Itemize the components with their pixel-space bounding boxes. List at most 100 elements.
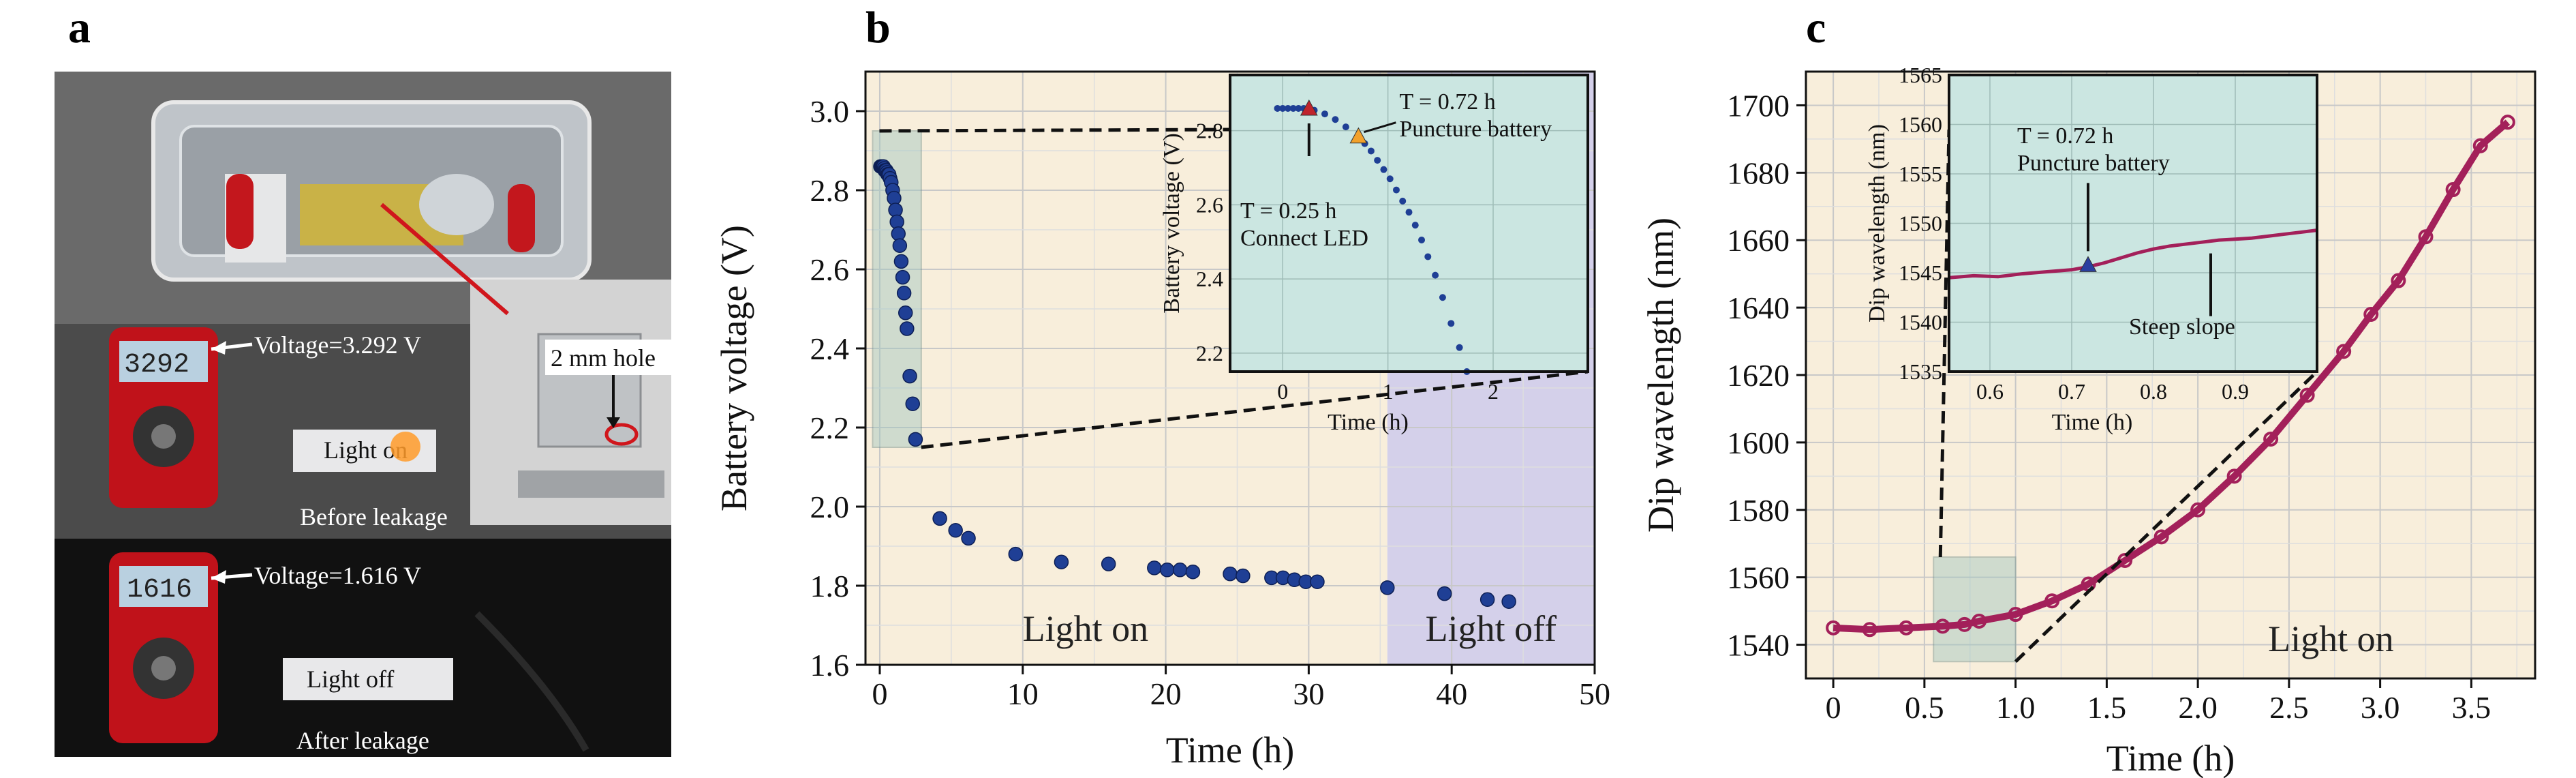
y-tick-label: 2.0 (810, 490, 850, 524)
x-tick-label: 20 (1150, 676, 1182, 711)
inset-data-point (1392, 186, 1400, 194)
data-point (892, 238, 908, 253)
data-point (948, 523, 963, 538)
inset-data-point (1295, 104, 1302, 112)
y-tick-label: 1.6 (810, 648, 850, 683)
x-tick-label: 3.5 (2452, 690, 2491, 725)
data-point (1101, 556, 1116, 571)
data-point (1054, 554, 1069, 569)
data-point (1008, 546, 1024, 562)
inset-data-point (1274, 104, 1281, 112)
inset-y-tick-label: 1535 (1899, 359, 1942, 384)
data-point (2226, 468, 2242, 484)
x-tick-label: 30 (1293, 676, 1324, 711)
inset-y-axis-label: Battery voltage (V) (1159, 133, 1184, 313)
x-axis-label: Time (h) (1166, 730, 1295, 770)
inset-y-tick-label: 2.6 (1196, 192, 1223, 217)
inset-data-point (1399, 197, 1407, 205)
x-tick-label: 10 (1007, 676, 1039, 711)
data-point (1479, 592, 1495, 608)
x-tick-label: 40 (1436, 676, 1467, 711)
y-axis-label: Dip wavelength (nm) (1640, 218, 1681, 533)
zoom-connector (921, 370, 1589, 449)
inset-data-point (1439, 294, 1446, 301)
annotation-label: T = 0.25 h (1240, 198, 1336, 224)
inset-frame (1948, 74, 2318, 373)
data-point (1501, 594, 1516, 609)
panel-label-a: a (68, 3, 91, 53)
y-tick-label: 2.2 (810, 410, 850, 445)
annotation-label: T = 0.72 h (2017, 123, 2113, 149)
y-tick-label: 1680 (1727, 155, 1790, 190)
inset-data-point (1279, 104, 1287, 112)
x-tick-label: 1.0 (1996, 690, 2036, 725)
data-point (2500, 115, 2515, 130)
event-marker (2079, 256, 2097, 272)
data-point (1185, 564, 1201, 580)
data-point (1147, 560, 1162, 575)
zoom-connector (1938, 129, 1951, 558)
inset-series-line (1948, 228, 2318, 280)
y-tick-label: 1700 (1727, 88, 1790, 123)
region-label: Light on (2268, 618, 2394, 659)
inset-x-tick-label: 1 (1383, 379, 1394, 404)
y-tick-label: 2.6 (810, 252, 850, 287)
inset-x-tick-label: 0.6 (1976, 379, 2004, 404)
annotation-sublabel: Connect LED (1240, 226, 1368, 251)
inset-frame (1229, 74, 1589, 373)
caption-top: Before leakage (300, 503, 448, 530)
inset-y-tick-label: 1550 (1899, 211, 1942, 236)
voltage-label-top: Voltage=3.292 V (254, 331, 421, 359)
inset-y-tick-label: 1555 (1899, 162, 1942, 186)
inset-data-point (1432, 271, 1439, 279)
inset-data-point (1418, 236, 1426, 243)
panel-label-c: c (1806, 3, 1826, 53)
data-point (1159, 563, 1175, 578)
data-point (896, 286, 912, 301)
inset-x-tick-label: 0.7 (2058, 379, 2085, 404)
y-tick-label: 1.8 (810, 569, 850, 603)
series-line (1833, 119, 2511, 633)
y-tick-label: 2.4 (810, 331, 850, 366)
x-tick-label: 2.5 (2269, 690, 2309, 725)
y-tick-label: 1580 (1727, 493, 1790, 528)
inset-data-point (1321, 110, 1328, 118)
data-point (961, 530, 976, 546)
data-point (900, 321, 915, 336)
x-tick-label: 2.0 (2178, 690, 2218, 725)
inset-y-tick-label: 2.4 (1196, 267, 1223, 291)
inset-data-point (1405, 209, 1413, 216)
y-tick-label: 1560 (1727, 560, 1790, 595)
inset-data-point (1456, 344, 1463, 351)
inset-data-point (1332, 116, 1339, 123)
inset-data-point (1424, 253, 1432, 260)
led-label-bottom: Light off (307, 665, 394, 693)
y-tick-label: 3.0 (810, 94, 850, 129)
region-label: Light on (1023, 608, 1149, 649)
inset-data-point (1284, 104, 1291, 112)
annotation-arrow (1363, 121, 1396, 134)
x-tick-label: 0 (872, 676, 887, 711)
data-point (1437, 586, 1452, 601)
y-axis-label: Battery voltage (V) (714, 225, 754, 511)
inset-background (1230, 75, 1588, 372)
plot-frame (864, 70, 1596, 666)
data-point (932, 511, 947, 526)
inset-y-tick-label: 2.2 (1196, 341, 1223, 365)
inset-data-point (1289, 104, 1297, 112)
x-tick-label: 0 (1826, 690, 1841, 725)
x-tick-label: 50 (1579, 676, 1610, 711)
data-point (905, 396, 920, 411)
data-point (902, 368, 917, 384)
data-point (1380, 580, 1395, 595)
inset-x-axis-label: Time (h) (2052, 410, 2133, 435)
inset-y-tick-label: 1560 (1899, 113, 1942, 137)
y-tick-label: 1640 (1727, 290, 1790, 325)
data-point (1172, 563, 1188, 578)
event-marker (1349, 127, 1368, 144)
x-tick-label: 0.5 (1905, 690, 1944, 725)
multimeter-bottom: 1616 (109, 552, 218, 743)
data-point (2263, 431, 2279, 447)
panel-label-b: b (865, 3, 891, 53)
